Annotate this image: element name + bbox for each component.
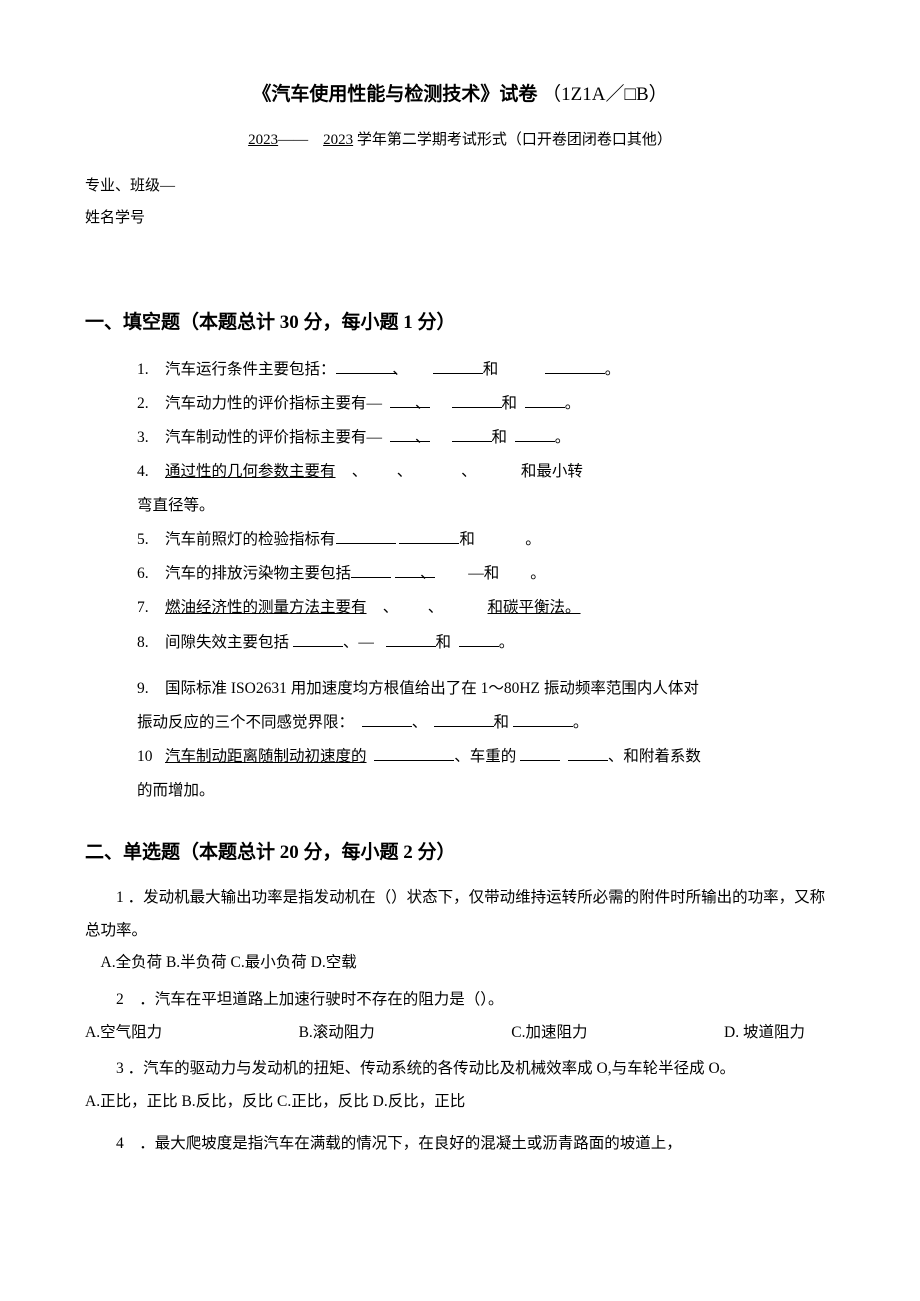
- exam-year-line: 2023—— 2023 学年第二学期考试形式（口开卷团闭卷口其他）: [85, 128, 835, 152]
- fill-item-6: 6.汽车的排放污染物主要包括 、 —和 。: [137, 557, 835, 591]
- mcq-1-options: A.全负荷 B.半负荷 C.最小负荷 D.空载: [85, 947, 835, 980]
- fill-item-7: 7.燃油经济性的测量方法主要有 、 、 和碳平衡法。: [137, 591, 835, 625]
- fill-item-1: 1.汽车运行条件主要包括： 、 和 。: [137, 353, 835, 387]
- page-title: 《汽车使用性能与检测技术》试卷 （1Z1A／□B）: [85, 80, 835, 110]
- fill-blank-list: 1.汽车运行条件主要包括： 、 和 。 2.汽车动力性的评价指标主要有— 、 和…: [85, 353, 835, 489]
- fill-item-3: 3.汽车制动性的评价指标主要有— 、 和 。: [137, 421, 835, 455]
- fill-item-9-cont: 振动反应的三个不同感觉界限： 、 和 。: [85, 706, 835, 740]
- fill-blank-list-4: 10汽车制动距离随制动初速度的 、车重的 、和附着系数: [85, 740, 835, 774]
- fill-blank-list-3: 9.国际标准 ISO2631 用加速度均方根值给出了在 1～80HZ 振动频率范…: [85, 672, 835, 706]
- fill-item-5: 5.汽车前照灯的检验指标有 和 。: [137, 523, 835, 557]
- mcq-3: 3 ．汽车的驱动力与发动机的扭矩、传动系统的各传动比及机械效率成 O,与车轮半径…: [85, 1053, 835, 1086]
- section-1-heading: 一、填空题（本题总计 30 分，每小题 1 分）: [85, 308, 835, 338]
- title-suffix: （1Z1A／□B）: [542, 84, 667, 105]
- title-main: 《汽车使用性能与检测技术》试卷: [252, 84, 537, 105]
- mcq-3-options: A.正比，正比 B.反比，反比 C.正比，反比 D.反比，正比: [85, 1086, 835, 1119]
- fill-blank-list-2: 5.汽车前照灯的检验指标有 和 。 6.汽车的排放污染物主要包括 、 —和 。 …: [85, 523, 835, 659]
- mcq-1: 1 ．发动机最大输出功率是指发动机在（）状态下，仅带动维持运转所必需的附件时所输…: [85, 882, 835, 947]
- fill-item-10: 10汽车制动距离随制动初速度的 、车重的 、和附着系数: [137, 740, 835, 774]
- fill-item-2: 2.汽车动力性的评价指标主要有— 、 和 。: [137, 387, 835, 421]
- section-2-heading: 二、单选题（本题总计 20 分，每小题 2 分）: [85, 838, 835, 868]
- mcq-2-opt-c: C.加速阻力: [511, 1017, 587, 1050]
- fill-item-4-cont: 弯直径等。: [85, 489, 835, 523]
- mcq-2-opt-a: A.空气阻力: [85, 1017, 162, 1050]
- mcq-4: 4 ．最大爬坡度是指汽车在满载的情况下，在良好的混凝土或沥青路面的坡道上，: [85, 1128, 835, 1161]
- class-field: 专业、班级—: [85, 174, 835, 198]
- fill-item-10-cont: 的而增加。: [85, 774, 835, 808]
- mcq-2-opt-b: B.滚动阻力: [299, 1017, 375, 1050]
- fill-item-8: 8.间隙失效主要包括 、— 和 。: [137, 626, 835, 660]
- mcq-2-opt-d: D. 坡道阻力: [724, 1017, 805, 1050]
- name-field: 姓名学号: [85, 206, 835, 230]
- mcq-2: 2 ．汽车在平坦道路上加速行驶时不存在的阻力是（）。: [85, 984, 835, 1017]
- year-1: 2023: [248, 132, 278, 148]
- fill-item-4: 4.通过性的几何参数主要有 、 、 、 和最小转: [137, 455, 835, 489]
- year-rest: 学年第二学期考试形式（口开卷团闭卷口其他）: [357, 132, 672, 148]
- fill-item-9: 9.国际标准 ISO2631 用加速度均方根值给出了在 1～80HZ 振动频率范…: [137, 672, 835, 706]
- year-2: 2023: [323, 132, 353, 148]
- mcq-2-options: A.空气阻力 B.滚动阻力 C.加速阻力 D. 坡道阻力: [85, 1017, 835, 1050]
